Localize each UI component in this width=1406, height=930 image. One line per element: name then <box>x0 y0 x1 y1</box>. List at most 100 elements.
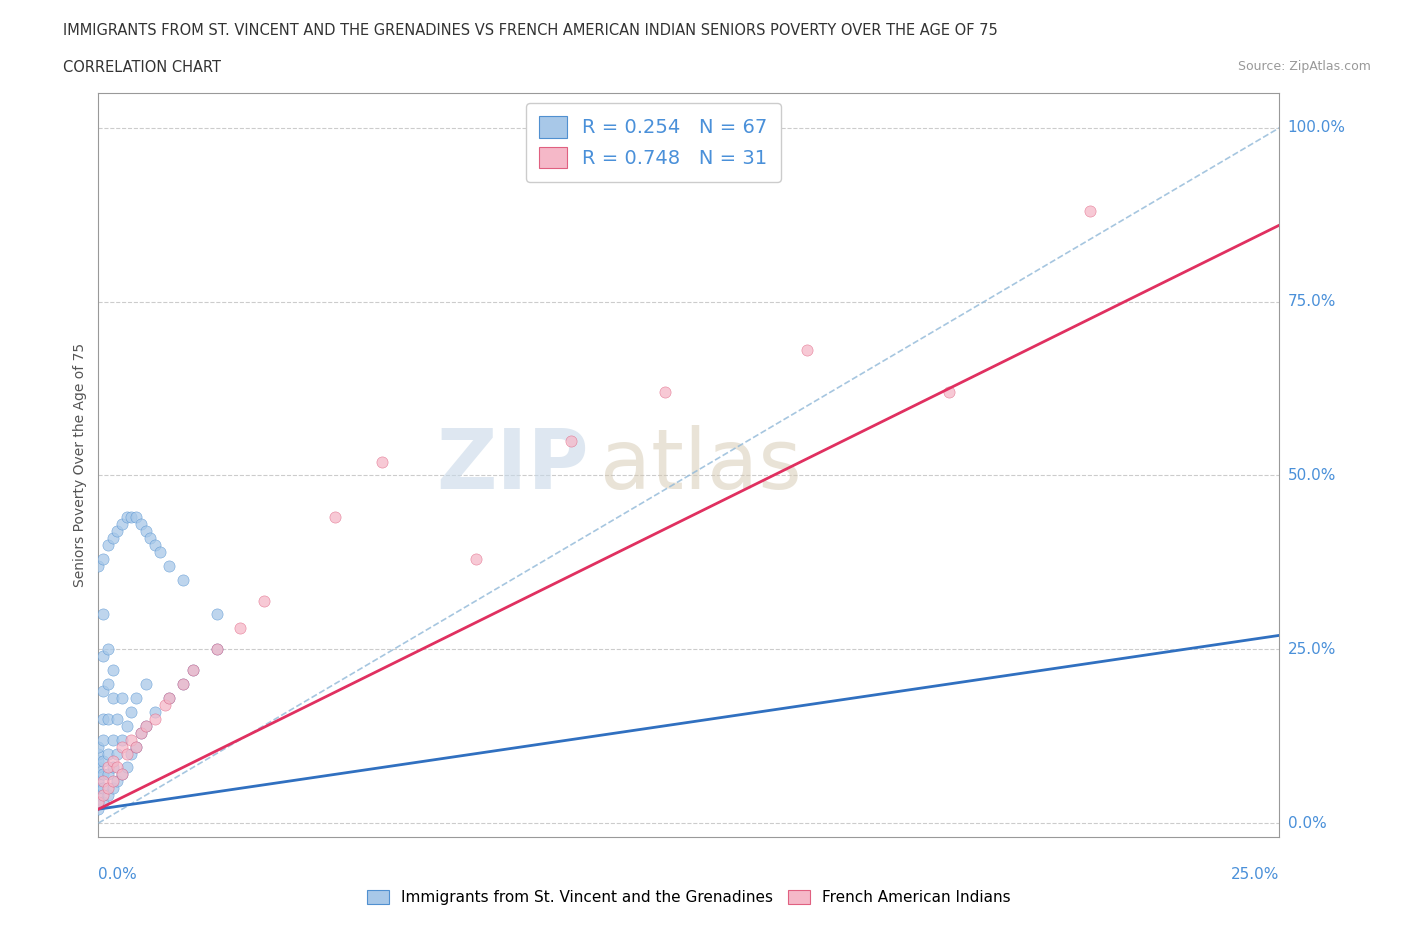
Point <box>101 690 124 705</box>
Point <box>87 760 110 775</box>
Point <box>105 711 128 726</box>
Point <box>91 711 114 726</box>
Point <box>111 517 134 532</box>
Text: 0.0%: 0.0% <box>98 867 138 882</box>
Point <box>87 767 110 782</box>
Point <box>135 677 157 692</box>
Point <box>1080 204 1102 219</box>
Point <box>181 663 204 678</box>
Point <box>143 704 166 719</box>
Point <box>205 642 228 657</box>
Point <box>157 690 180 705</box>
Point <box>97 538 120 552</box>
Point <box>101 663 124 678</box>
Legend: R = 0.254   N = 67, R = 0.748   N = 31: R = 0.254 N = 67, R = 0.748 N = 31 <box>526 102 782 182</box>
Text: ZIP: ZIP <box>436 424 589 506</box>
Point <box>87 739 110 754</box>
Point <box>91 774 114 789</box>
Point <box>121 704 143 719</box>
Point <box>157 558 180 573</box>
Text: Source: ZipAtlas.com: Source: ZipAtlas.com <box>1237 60 1371 73</box>
Point <box>253 593 276 608</box>
Point <box>87 795 110 810</box>
Point <box>101 753 124 768</box>
Point <box>135 524 157 538</box>
Point <box>91 607 114 622</box>
Point <box>105 524 128 538</box>
Point <box>115 510 138 525</box>
Point <box>101 760 124 775</box>
Point <box>143 538 166 552</box>
Point <box>157 690 180 705</box>
Point <box>205 607 228 622</box>
Point <box>97 677 120 692</box>
Text: IMMIGRANTS FROM ST. VINCENT AND THE GRENADINES VS FRENCH AMERICAN INDIAN SENIORS: IMMIGRANTS FROM ST. VINCENT AND THE GREN… <box>63 23 998 38</box>
Point <box>111 767 134 782</box>
Point <box>91 767 114 782</box>
Point <box>371 454 394 469</box>
Point <box>101 774 124 789</box>
Point <box>91 649 114 664</box>
Point <box>125 739 148 754</box>
Point <box>111 739 134 754</box>
Text: atlas: atlas <box>600 424 801 506</box>
Point <box>111 767 134 782</box>
Point <box>87 795 110 810</box>
Text: 50.0%: 50.0% <box>1288 468 1336 483</box>
Point <box>143 711 166 726</box>
Point <box>87 781 110 796</box>
Point <box>654 384 676 399</box>
Text: 75.0%: 75.0% <box>1288 294 1336 309</box>
Point <box>101 732 124 747</box>
Point <box>91 551 114 566</box>
Text: 25.0%: 25.0% <box>1288 642 1336 657</box>
Point <box>129 725 152 740</box>
Point <box>172 677 194 692</box>
Point <box>91 781 114 796</box>
Point <box>87 558 110 573</box>
Point <box>91 684 114 698</box>
Text: 0.0%: 0.0% <box>1288 816 1326 830</box>
Point <box>91 753 114 768</box>
Point <box>111 732 134 747</box>
Point <box>97 781 120 796</box>
Text: 100.0%: 100.0% <box>1288 120 1346 135</box>
Point <box>101 781 124 796</box>
Point <box>125 739 148 754</box>
Y-axis label: Seniors Poverty Over the Age of 75: Seniors Poverty Over the Age of 75 <box>73 343 87 587</box>
Point <box>105 760 128 775</box>
Point <box>149 544 172 559</box>
Point <box>938 384 960 399</box>
Point <box>125 510 148 525</box>
Point <box>115 718 138 733</box>
Point <box>125 690 148 705</box>
Point <box>153 698 176 712</box>
Point <box>172 572 194 587</box>
Point <box>87 802 110 817</box>
Point <box>121 510 143 525</box>
Point <box>139 531 162 546</box>
Point <box>115 746 138 761</box>
Point <box>323 510 346 525</box>
Point <box>97 746 120 761</box>
Point <box>91 788 114 803</box>
Point <box>172 677 194 692</box>
Point <box>115 760 138 775</box>
Point <box>97 760 120 775</box>
Point <box>105 774 128 789</box>
Legend: Immigrants from St. Vincent and the Grenadines, French American Indians: Immigrants from St. Vincent and the Gren… <box>360 883 1018 913</box>
Point <box>87 774 110 789</box>
Point <box>465 551 488 566</box>
Point <box>560 433 582 448</box>
Point <box>87 753 110 768</box>
Point <box>135 718 157 733</box>
Point <box>97 642 120 657</box>
Point <box>181 663 204 678</box>
Point <box>87 788 110 803</box>
Point <box>135 718 157 733</box>
Point <box>111 690 134 705</box>
Point <box>129 725 152 740</box>
Point <box>97 767 120 782</box>
Point <box>87 746 110 761</box>
Point <box>796 343 818 358</box>
